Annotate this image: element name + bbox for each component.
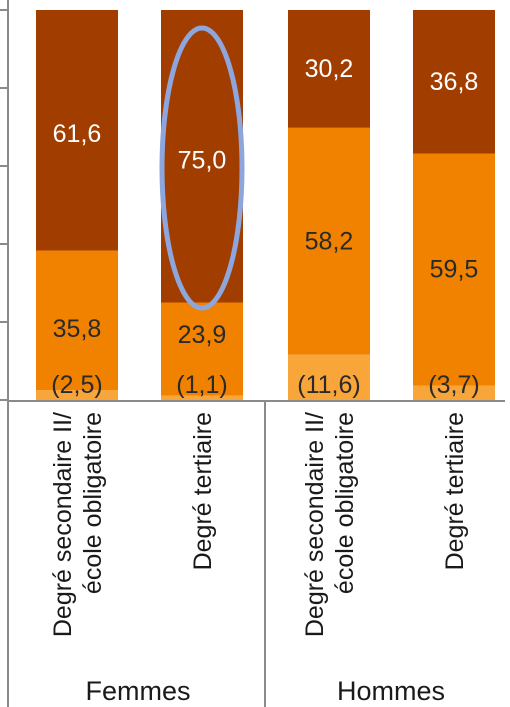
value-label-1-3: 61,6 bbox=[53, 120, 102, 148]
value-label-2-2: 23,9 bbox=[178, 321, 227, 349]
value-label-4-1: (3,7) bbox=[428, 371, 479, 399]
category-label-4: Degré tertiaire bbox=[441, 412, 469, 570]
group-label-femmes: Femmes bbox=[85, 676, 190, 706]
bar-segment-4-2 bbox=[413, 153, 495, 386]
bar-segment-4-1 bbox=[413, 385, 495, 400]
bar-segment-4-3 bbox=[413, 10, 495, 154]
bar-segment-2-2 bbox=[161, 302, 243, 396]
value-label-1-2: 35,8 bbox=[53, 315, 102, 343]
group-label-hommes: Hommes bbox=[337, 676, 445, 706]
category-label-2: Degré tertiaire bbox=[189, 412, 217, 570]
bar-segment-3-3 bbox=[288, 10, 370, 128]
value-label-2-3: 75,0 bbox=[178, 146, 227, 174]
value-label-4-3: 36,8 bbox=[430, 68, 479, 96]
value-label-1-1: (2,5) bbox=[51, 371, 102, 399]
bar-segment-3-2 bbox=[288, 127, 370, 355]
category-label-1: Degré secondaire II/école obligatoire bbox=[49, 412, 107, 637]
value-label-3-2: 58,2 bbox=[305, 227, 354, 255]
value-label-3-1: (11,6) bbox=[297, 371, 360, 399]
category-label-3: Degré secondaire II/école obligatoire bbox=[301, 412, 359, 637]
value-label-3-3: 30,2 bbox=[305, 55, 354, 83]
bar-segment-1-2 bbox=[36, 250, 118, 391]
value-label-2-1: (1,1) bbox=[176, 371, 227, 399]
bar-segment-3-1 bbox=[288, 354, 370, 400]
bar-segment-1-3 bbox=[36, 10, 118, 251]
highlight-ellipse bbox=[159, 25, 245, 311]
value-label-4-2: 59,5 bbox=[430, 256, 479, 284]
bar-segment-1-1 bbox=[36, 390, 118, 400]
bar-segment-2-1 bbox=[161, 395, 243, 400]
